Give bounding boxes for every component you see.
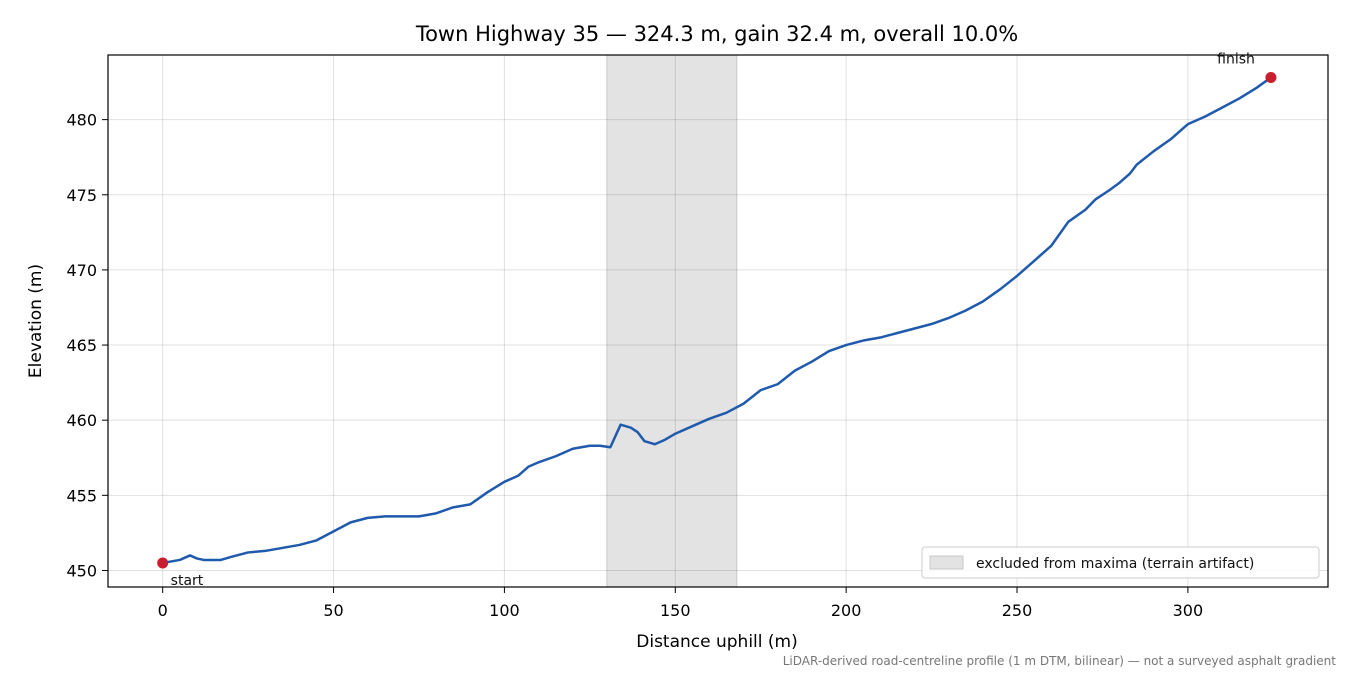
axes-frame (107, 54, 1329, 588)
plot-area: 0 50 100 150 200 250 300 450 455 460 465 470 475 480 s… (66, 52, 1329, 620)
x-tick-label: 0 (158, 601, 168, 620)
x-tick-label: 200 (831, 601, 862, 620)
x-tick-label: 150 (660, 601, 691, 620)
legend-label: excluded from maxima (terrain artifact) (976, 556, 1254, 572)
y-tick-label: 455 (66, 486, 97, 505)
x-axis-label: Distance uphill (m) (636, 632, 797, 652)
y-tick-label: 465 (66, 336, 97, 355)
y-tick-label: 450 (66, 561, 97, 580)
y-tick-label: 460 (66, 411, 97, 430)
y-tick-label: 480 (66, 111, 97, 130)
elevation-line (161, 76, 1273, 565)
legend-swatch (929, 555, 964, 570)
chart-title: Town Highway 35 — 324.3 m, gain 32.4 m, … (415, 22, 1018, 46)
x-tick-label: 300 (1173, 601, 1204, 620)
x-tick-label: 250 (1002, 601, 1033, 620)
y-tick-label: 470 (66, 261, 97, 280)
marker-start (157, 557, 169, 569)
y-axis-label: Elevation (m) (26, 264, 46, 378)
legend-box (921, 546, 1320, 579)
marker-finish (1265, 72, 1277, 84)
marker-label-finish: finish (1217, 52, 1255, 68)
y-tick-label: 475 (66, 186, 97, 205)
excluded-band (606, 54, 738, 588)
x-tick-label: 100 (489, 601, 520, 620)
footnote: LiDAR-derived road-centreline profile (1… (783, 654, 1337, 668)
marker-label-start: start (171, 573, 204, 589)
x-tick-label: 50 (323, 601, 343, 620)
